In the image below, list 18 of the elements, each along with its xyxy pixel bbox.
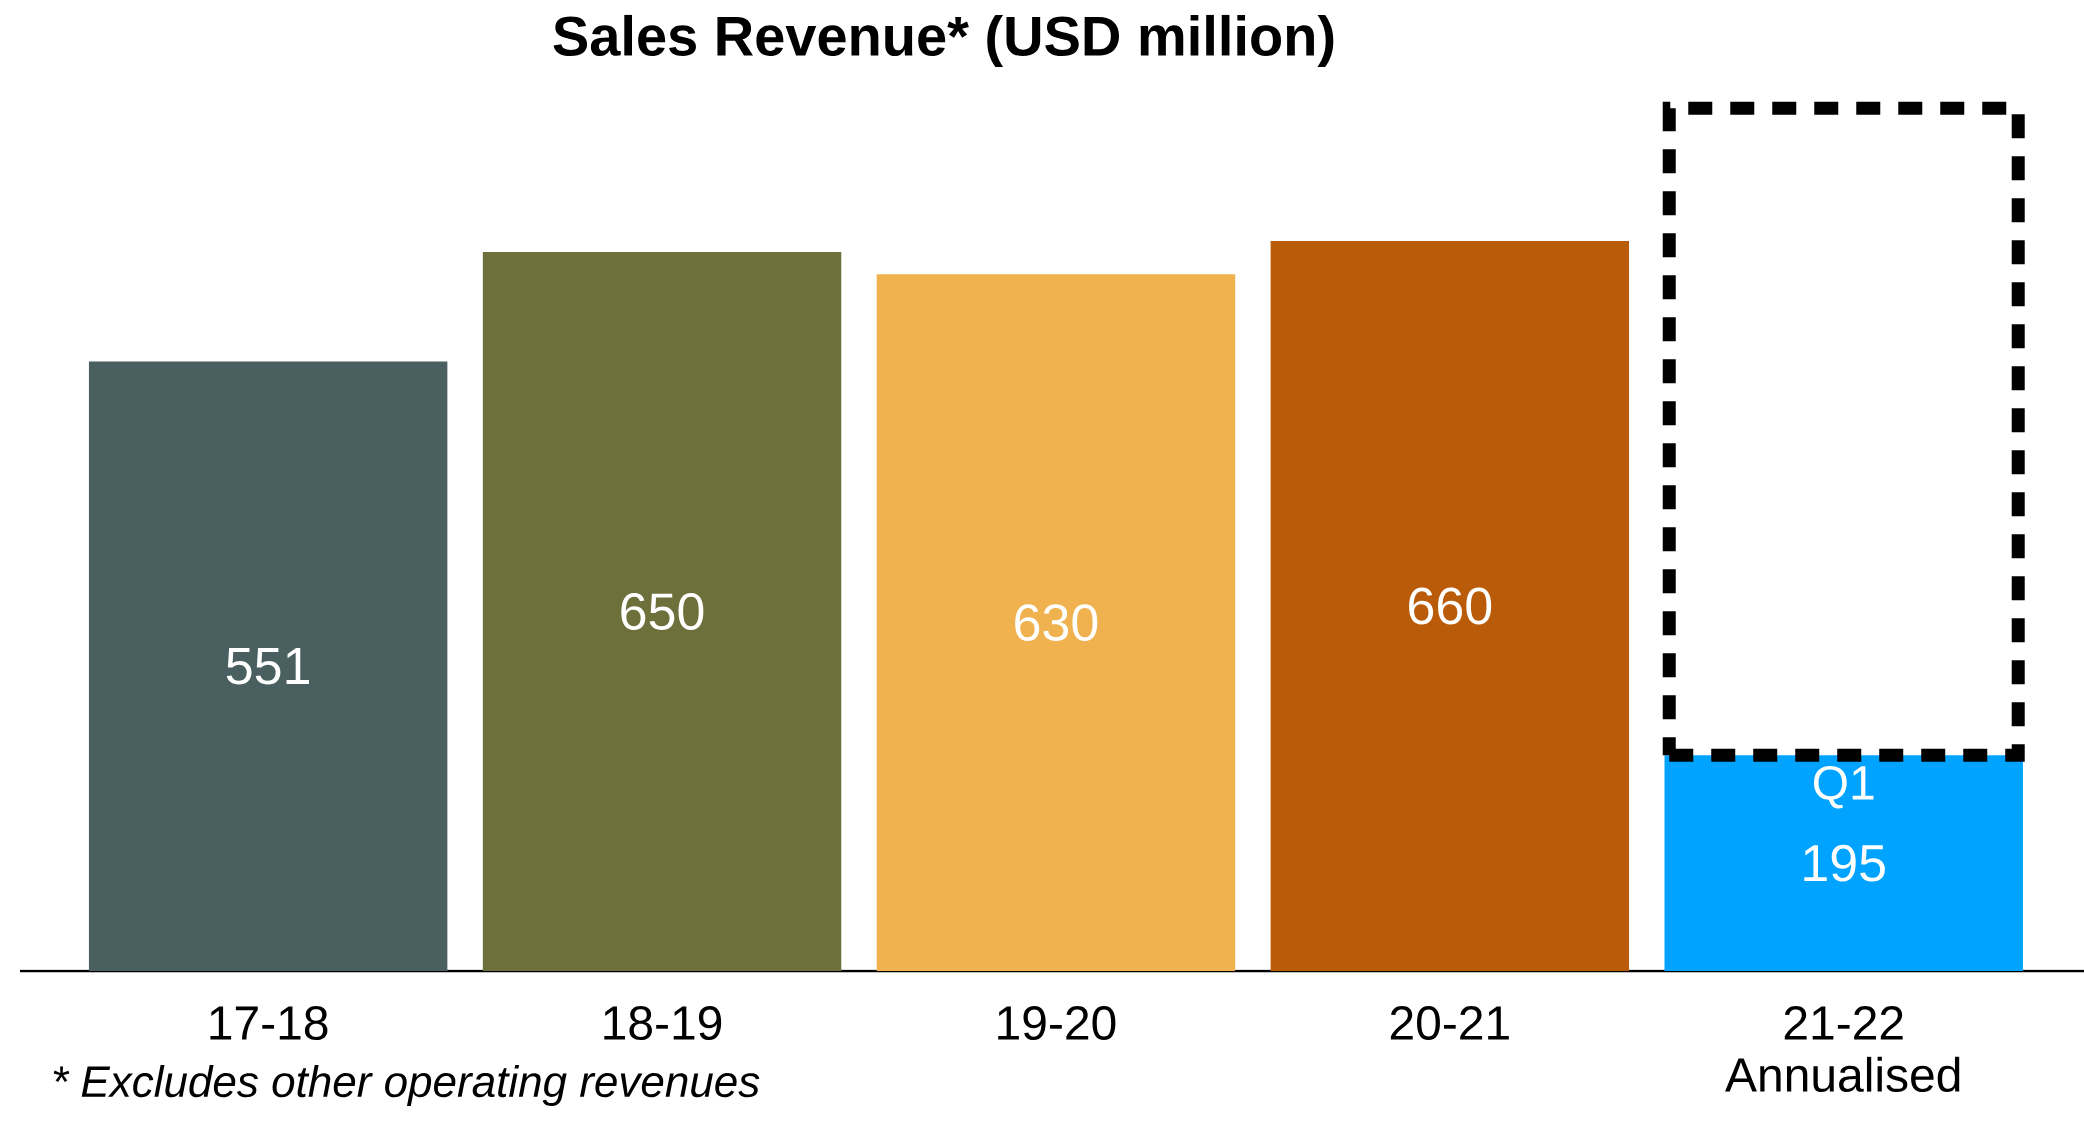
x-tick-label: 19-20 xyxy=(998,1006,1116,1041)
x-tick-label: 21-22 Annualised xyxy=(1725,1006,1960,1093)
bar xyxy=(482,252,842,971)
data-label: 650 xyxy=(621,593,704,630)
data-label: 660 xyxy=(1409,587,1492,625)
annotation: Q1 xyxy=(1813,765,1874,809)
bar xyxy=(876,274,1236,971)
text: * Excludes other operating revenues xyxy=(53,1064,760,1106)
x-tick-label: 20-21 xyxy=(1390,1006,1509,1041)
bar xyxy=(88,361,448,971)
data-label: 195 xyxy=(1804,844,1885,882)
chart-title: Sales Revenue* (USD million) xyxy=(553,14,1334,68)
x-tick-label: 18-19 xyxy=(604,1006,722,1041)
data-label: 551 xyxy=(226,648,309,685)
x-tick-label: 17-18 xyxy=(210,1006,328,1041)
bar xyxy=(1664,755,2023,971)
data-label: 630 xyxy=(1015,604,1098,641)
bar xyxy=(1270,240,1630,971)
